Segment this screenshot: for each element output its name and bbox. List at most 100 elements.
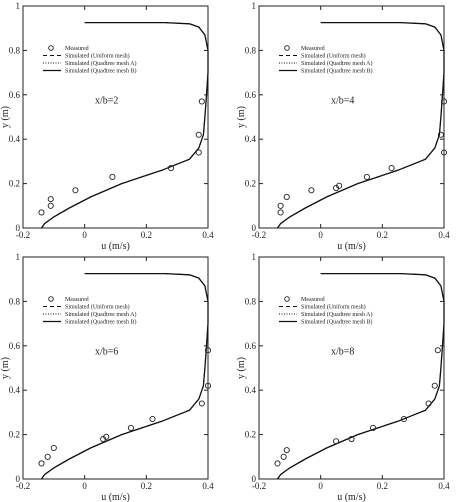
section-annotation: x/b=2: [95, 96, 118, 107]
plot-frame: [258, 5, 445, 229]
measured-point: [100, 435, 107, 443]
y-axis-title: y (m): [0, 357, 11, 379]
x-tick-label: 0.2: [141, 481, 152, 491]
y-axis-title: y (m): [236, 106, 247, 128]
chart-panel-2: -0.2 0 0.2 0.400.20.40.60.81u (m/s)y (m)Mea…: [236, 1, 450, 252]
legend-label: Measured: [65, 297, 89, 303]
legend-label: Simulated (Quadtree mesh A): [65, 311, 136, 318]
y-tick-label: 0.6: [9, 90, 21, 100]
y-tick-label: 0.2: [245, 430, 256, 440]
x-tick-label: -0.2: [16, 481, 30, 491]
y-axis-title: y (m): [0, 106, 11, 128]
x-axis-title: u (m/s): [101, 241, 130, 252]
x-tick-label: 0.2: [377, 481, 388, 491]
measured-point: [400, 416, 407, 423]
legend-label: Simulated (Quadtree mesh A): [301, 311, 372, 318]
y-tick-label: 1: [16, 1, 21, 11]
y-tick-label: 1: [252, 1, 257, 11]
legend-label: Simulated (Quadtree mesh B): [65, 319, 136, 326]
legend-marker-measured: [284, 296, 290, 302]
measured-point: [274, 460, 281, 467]
measured-point: [434, 347, 441, 354]
measured-point: [388, 165, 395, 172]
legend-label: Simulated (Quadtree mesh B): [301, 68, 372, 75]
x-tick-label: 0: [82, 481, 87, 491]
measured-point: [72, 187, 79, 194]
measured-point: [425, 400, 432, 407]
y-tick-label: 0.6: [9, 341, 21, 351]
measured-point: [47, 202, 54, 209]
legend-label: Simulated (Uniform mesh): [65, 53, 130, 60]
x-axis-title: u (m/s): [337, 492, 366, 502]
y-tick-label: 0.4: [9, 385, 21, 395]
y-tick-label: 0.6: [245, 341, 257, 351]
measured-point: [44, 453, 51, 460]
legend-label: Measured: [301, 46, 325, 52]
x-tick-label: -0.2: [252, 230, 266, 240]
section-annotation: x/b=4: [331, 96, 354, 107]
legend-label: Measured: [301, 297, 325, 303]
measured-point: [333, 184, 340, 192]
y-tick-label: 0: [16, 474, 21, 484]
x-tick-label: 0: [318, 481, 323, 491]
measured-point: [149, 416, 156, 423]
plot-frame: [258, 256, 445, 480]
measured-point: [363, 173, 370, 180]
x-tick-label: -0.2: [16, 230, 30, 240]
y-tick-label: 0.4: [9, 134, 21, 144]
y-tick-label: 0.4: [245, 385, 257, 395]
measured-point: [348, 435, 355, 443]
legend-label: Simulated (Uniform mesh): [65, 304, 130, 311]
x-axis-title: u (m/s): [101, 492, 130, 502]
measured-point: [109, 173, 116, 180]
y-tick-label: 0.6: [245, 90, 257, 100]
measured-point: [308, 187, 315, 194]
y-tick-label: 0.8: [9, 296, 21, 306]
x-tick-label: 0.4: [438, 230, 450, 240]
measured-point: [198, 98, 205, 105]
x-tick-label: 0: [82, 230, 87, 240]
x-tick-label: 0.2: [377, 230, 388, 240]
y-tick-label: 0: [252, 474, 257, 484]
series-line-3: [40, 21, 209, 229]
x-tick-label: 0.4: [202, 481, 214, 491]
section-annotation: x/b=8: [331, 347, 354, 358]
chart-panel-3: -0.2 0 0.2 0.400.20.40.60.81u (m/s)y (m)Mea…: [0, 252, 214, 502]
measured-point: [204, 382, 212, 389]
measured-point: [440, 98, 448, 105]
y-axis-title: y (m): [236, 357, 247, 379]
measured-point: [370, 424, 377, 431]
plot-frame: [22, 5, 209, 229]
legend-label: Simulated (Quadtree mesh B): [65, 68, 136, 75]
legend-label: Simulated (Quadtree mesh A): [65, 60, 136, 67]
legend-label: Simulated (Uniform mesh): [301, 53, 366, 60]
x-axis-title: u (m/s): [337, 241, 366, 252]
measured-point: [38, 460, 45, 467]
plot-frame: [22, 256, 209, 480]
x-tick-label: -0.2: [252, 481, 266, 491]
series-line-3: [276, 21, 445, 229]
y-tick-label: 1: [252, 252, 257, 262]
measured-point: [333, 438, 340, 445]
measured-point: [50, 444, 57, 451]
y-tick-label: 0.2: [245, 179, 256, 189]
measured-point: [431, 382, 438, 389]
x-tick-label: 0: [318, 230, 323, 240]
y-tick-label: 0: [252, 223, 257, 233]
y-tick-label: 0: [16, 223, 21, 233]
measured-point: [440, 149, 448, 156]
chart-panel-1: -0.2 0 0.2 0.400.20.40.60.81u (m/s)y (m)Mea…: [0, 1, 214, 252]
measured-point: [280, 453, 287, 460]
legend-label: Simulated (Uniform mesh): [301, 304, 366, 311]
measured-point: [437, 131, 444, 138]
x-tick-label: 0.2: [141, 230, 152, 240]
measured-point: [127, 424, 134, 431]
series-line-3: [40, 272, 209, 480]
y-tick-label: 1: [16, 252, 21, 262]
measured-point: [204, 347, 212, 354]
chart-panel-4: -0.2 0 0.2 0.400.20.40.60.81u (m/s)y (m)Mea…: [236, 252, 450, 502]
measured-point: [47, 196, 54, 203]
legend-label: Simulated (Quadtree mesh A): [301, 60, 372, 67]
x-tick-label: 0.4: [438, 481, 450, 491]
measured-point: [195, 149, 202, 156]
